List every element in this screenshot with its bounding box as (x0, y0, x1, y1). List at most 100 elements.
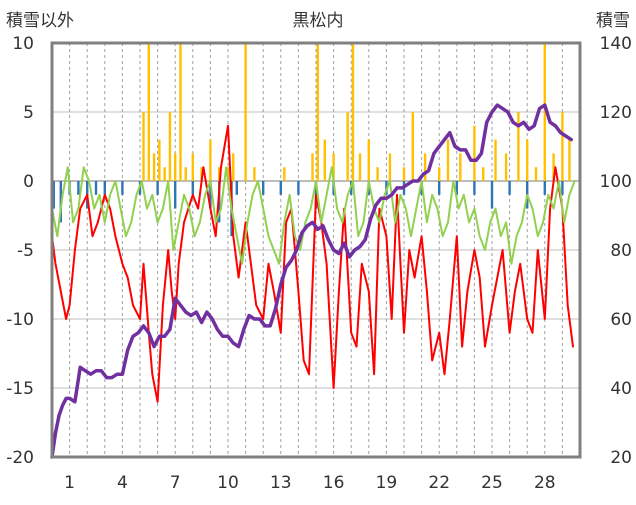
right-tick-label: 20 (610, 448, 632, 468)
snowfall-bar (552, 153, 555, 181)
precipitation_bar-bar (490, 181, 494, 209)
x-tick-label: 13 (270, 473, 292, 493)
left-tick-label: -10 (6, 310, 34, 330)
x-tick-label: 19 (376, 473, 398, 493)
snowfall-bar (163, 167, 166, 181)
snowfall-bar (351, 43, 355, 181)
snowfall-bar (147, 43, 150, 181)
x-tick-label: 7 (170, 473, 181, 493)
snowfall-bar (244, 43, 247, 181)
plot-frame (50, 41, 582, 459)
snowfall-bar (346, 112, 349, 181)
snowfall-bar (253, 167, 256, 181)
snowfall-bar (158, 139, 161, 181)
secondary_temp-line (51, 166, 576, 265)
snowfall-bar (504, 153, 508, 181)
right-axis-ticks: 140 120 100 80 60 40 20 (600, 34, 632, 468)
precipitation_bar-bar (473, 181, 476, 195)
precipitation_bar-bar (77, 181, 80, 195)
snowfall-bar (543, 43, 546, 181)
precipitation_bar-bar (279, 181, 282, 195)
x-tick-label: 4 (117, 473, 128, 493)
x-tick-label: 25 (481, 473, 503, 493)
left-tick-label: 10 (12, 34, 34, 54)
x-tick-label: 28 (534, 473, 556, 493)
snowfall-bar (358, 153, 362, 181)
snowfall-bar (218, 167, 221, 181)
lines-layer (50, 103, 576, 459)
precipitation_bar-bar (94, 181, 98, 195)
temperature-line (51, 124, 574, 403)
right-axis-title: 積雪 (596, 11, 630, 31)
snowfall-bar (179, 43, 182, 181)
snowfall-bar (311, 153, 314, 181)
right-tick-label: 120 (600, 103, 632, 123)
snowfall-bar (423, 153, 427, 181)
precipitation_bar-bar (121, 181, 124, 195)
snowfall-bar (332, 153, 335, 181)
snowfall-bar (142, 112, 145, 181)
snowfall-bar (438, 167, 441, 181)
snowfall-bar (209, 139, 212, 181)
left-tick-label: -20 (6, 448, 34, 468)
snowfall-bar (168, 112, 172, 181)
precipitation_bar-bar (561, 181, 564, 195)
precipitation_bar-bar (191, 181, 194, 195)
right-tick-label: 60 (610, 310, 632, 330)
snowfall-bar (323, 139, 326, 181)
precipitation_bar-bar (297, 181, 300, 195)
snowfall-bar (473, 125, 476, 181)
left-tick-label: -15 (6, 379, 34, 399)
snowfall-bar (561, 112, 564, 181)
x-tick-label: 22 (428, 473, 450, 493)
precipitation_bar-bar (103, 181, 106, 195)
left-tick-label: -5 (17, 241, 34, 261)
snowfall-bar (191, 153, 194, 181)
precipitation_bar-bar (455, 181, 458, 195)
snowfall-bar (283, 167, 286, 181)
snowfall-bar (482, 167, 485, 181)
snow_depth-line (50, 103, 573, 459)
x-tick-label: 16 (323, 473, 345, 493)
snowfall-bar (152, 153, 156, 181)
snowfall-bar (568, 139, 571, 181)
x-tick-label: 10 (217, 473, 239, 493)
precipitation_bar-bar (209, 181, 212, 209)
left-tick-label: 0 (23, 172, 34, 192)
snowfall-bar (517, 112, 520, 181)
left-axis-title: 積雪以外 (6, 11, 74, 31)
precipitation_bar-bar (438, 181, 441, 195)
snowfall-bar (459, 153, 462, 181)
snowfall-bar (316, 43, 319, 181)
precipitation_bar-bar (156, 181, 159, 195)
precipitation_bar-bar (543, 181, 546, 195)
left-tick-label: 5 (23, 103, 34, 123)
precipitation_bar-bar (174, 181, 177, 209)
precipitation_bar-bar (508, 181, 511, 195)
precipitation_bar-bar (235, 181, 238, 195)
right-tick-label: 40 (610, 379, 632, 399)
snowfall-bar (184, 167, 187, 181)
x-tick-label: 1 (64, 473, 75, 493)
snowfall-bar (174, 153, 177, 181)
snowfall-bar (388, 153, 392, 181)
snowfall-bar (526, 139, 529, 181)
snowfall-bar (494, 139, 497, 181)
snowfall-bar (367, 139, 370, 181)
snowfall-bar (232, 153, 235, 181)
precipitation_bar-bar (262, 181, 265, 195)
precipitation_bar-bar (52, 181, 55, 209)
snowfall-bar (534, 167, 538, 181)
chart-title: 黒松内 (293, 11, 344, 31)
right-tick-label: 100 (600, 172, 632, 192)
snowfall-bar (411, 112, 414, 181)
right-tick-label: 140 (600, 34, 632, 54)
grid-layer (52, 42, 580, 458)
x-axis-ticks: 1 4 7 10 13 16 19 22 25 28 (64, 473, 555, 493)
left-axis-ticks: 10 5 0 -5 -10 -15 -20 (6, 34, 34, 468)
snowfall-bar (402, 167, 406, 181)
snowfall-bar (376, 167, 379, 181)
snowfall-bar (446, 139, 450, 181)
